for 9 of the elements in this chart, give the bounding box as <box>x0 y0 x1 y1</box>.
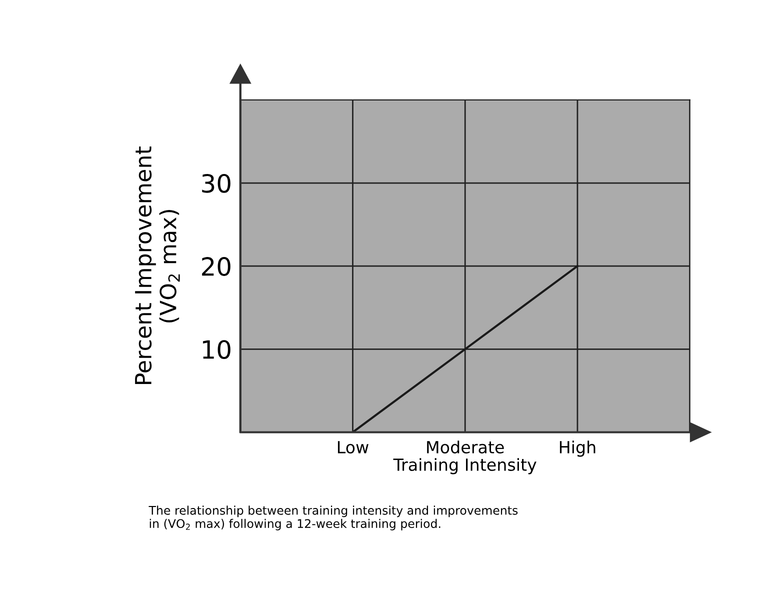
y-tick-label: 20 <box>202 257 230 276</box>
x-tick-label: Moderate <box>427 440 504 454</box>
y-axis-title: Percent Improvement (VO$_{2}$ max) <box>135 146 180 384</box>
text: The relationship between training intensity and improvements in (VO$_{2}$ max) following a 12-week training period. <box>148 506 518 530</box>
x-axis-title: Training Intensity <box>393 458 536 474</box>
y-tick-label: 30 <box>202 174 230 193</box>
y-tick-label: 10 <box>202 340 230 360</box>
x-tick-label: High <box>560 440 596 457</box>
x-tick-label: Low <box>338 441 368 454</box>
